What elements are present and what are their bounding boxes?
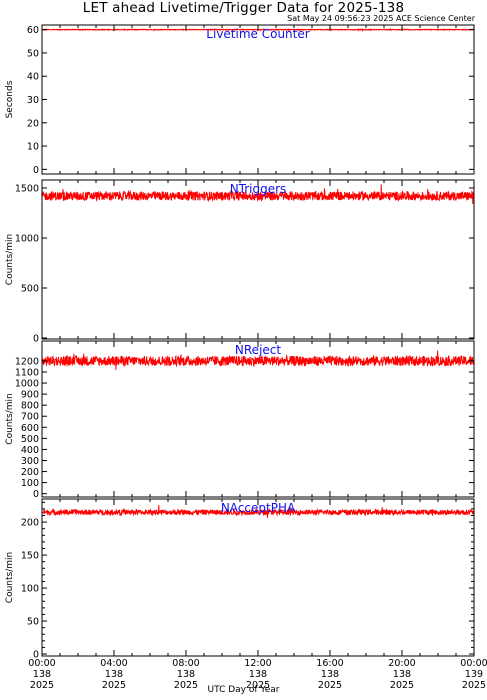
y-tick-label: 1100 [15,367,39,378]
y-tick-label: 1000 [15,379,39,390]
data-series-2 [41,184,475,204]
plot-frame [41,179,475,340]
y-tick-label: 100 [21,478,39,489]
y-tick-label: 100 [21,584,39,595]
x-tick-label: 138 [249,669,267,680]
y-tick-label: 1200 [15,356,39,367]
x-tick-label: 00:00 [28,658,55,669]
y-tick-label: 60 [27,25,39,36]
x-tick-label: 139 [465,669,483,680]
y-tick-label: 0 [33,334,39,345]
y-tick-label: 900 [21,390,39,401]
y-tick-label: 0 [33,165,39,176]
panel-label: NReject [235,343,281,357]
y-tick-label: 10 [27,142,39,153]
x-tick-label: 138 [321,669,339,680]
plot-frame [41,498,475,657]
y-tick-label: 50 [27,617,39,628]
y-axis-title: Seconds [5,80,15,118]
y-axis-title: Counts/min [5,552,15,603]
data-series-3 [41,350,475,370]
y-tick-label: 1000 [15,234,39,245]
y-tick-label: 0 [33,489,39,500]
panel-3: 0100200300400500600700800900100011001200… [5,340,475,500]
chart-subtitle: Sat May 24 09:56:23 2025 ACE Science Cen… [287,14,475,23]
y-axis-title: Counts/min [5,234,15,285]
plot-frame [41,24,475,175]
x-tick-label: 2025 [318,680,342,691]
x-tick-label: 2025 [462,680,486,691]
x-tick-label: 2025 [246,680,270,691]
x-tick-label: 20:00 [388,658,415,669]
panel-1: 0 10 20 30 40 50 60 Livetime Counter Seconds [5,24,475,176]
y-tick-label: 200 [21,518,39,529]
y-tick-label: 200 [21,467,39,478]
y-tick-label: 600 [21,423,39,434]
x-tick-label: 138 [105,669,123,680]
y-tick-label: 0 [33,650,39,661]
panel-label: Livetime Counter [206,27,309,41]
panel-label: NAcceptPHA [221,501,296,515]
y-axis-title: Counts/min [5,393,15,444]
chart-title: LET ahead Livetime/Trigger Data for 2025… [82,0,405,16]
x-tick-label: 08:00 [172,658,199,669]
y-tick-label: 150 [21,551,39,562]
panel-4: 0 50 100 150 200 NAcceptPHA Counts/min [5,498,475,661]
x-tick-label: 16:00 [316,658,343,669]
y-tick-label: 1500 [15,184,39,195]
x-axis-label: UTC Day of Year [207,685,280,695]
x-tick-label: 04:00 [100,658,127,669]
x-tick-label: 2025 [390,680,414,691]
x-tick-label: 138 [33,669,51,680]
x-tick-label: 138 [177,669,195,680]
panel-label: NTriggers [230,182,287,196]
y-tick-label: 300 [21,456,39,467]
x-tick-label: 2025 [102,680,126,691]
y-tick-label: 500 [21,434,39,445]
y-tick-label: 400 [21,445,39,456]
y-tick-label: 500 [21,284,39,295]
data-series-4 [41,504,475,519]
y-tick-label: 700 [21,412,39,423]
x-tick-label: 2025 [174,680,198,691]
x-tick-label: 00:00 [460,658,487,669]
y-tick-label: 20 [27,118,39,129]
panel-2: 0 500 1000 1500 NTriggers Counts/min [5,179,475,345]
x-tick-label: 2025 [30,680,54,691]
y-tick-label: 800 [21,401,39,412]
y-tick-label: 40 [27,72,39,83]
x-tick-label: 138 [393,669,411,680]
y-tick-label: 30 [27,95,39,106]
y-tick-label: 50 [27,48,39,59]
x-tick-label: 12:00 [244,658,271,669]
